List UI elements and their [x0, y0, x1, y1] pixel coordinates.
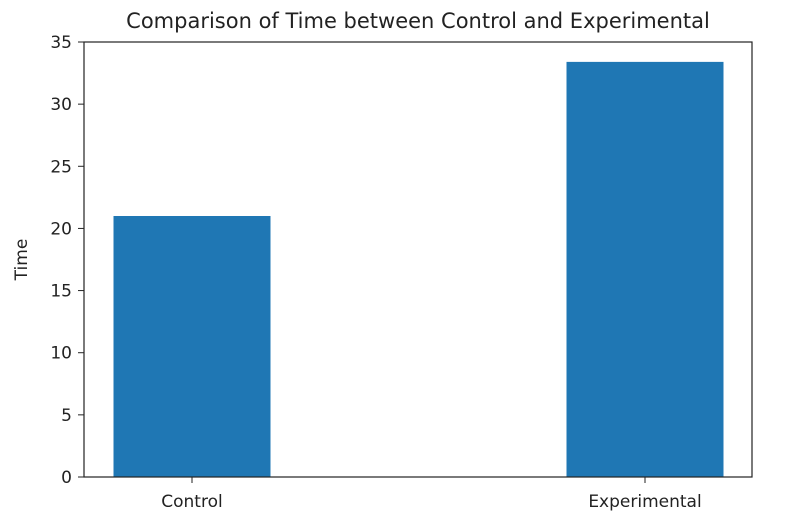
y-tick-label: 15 [50, 282, 72, 302]
plot-frame [83, 41, 753, 478]
y-tick-label: 10 [50, 344, 72, 364]
x-axis: Control Experimental [161, 477, 702, 512]
y-tick-label: 0 [61, 468, 72, 488]
x-tick-label: Experimental [588, 492, 701, 512]
chart-title: Comparison of Time between Control and E… [126, 9, 710, 33]
x-tick-label: Control [161, 492, 222, 512]
y-tick-label: 25 [50, 157, 72, 177]
y-axis-label: Time [12, 239, 32, 282]
y-tick-label: 5 [61, 406, 72, 426]
y-tick-label: 35 [50, 33, 72, 53]
bar-control [113, 216, 271, 477]
bars-layer [113, 61, 724, 478]
bar-experimental [566, 61, 724, 478]
y-axis: 0 5 10 15 20 25 30 35 [50, 33, 84, 488]
y-tick-label: 30 [50, 95, 72, 115]
y-tick-label: 20 [50, 219, 72, 239]
